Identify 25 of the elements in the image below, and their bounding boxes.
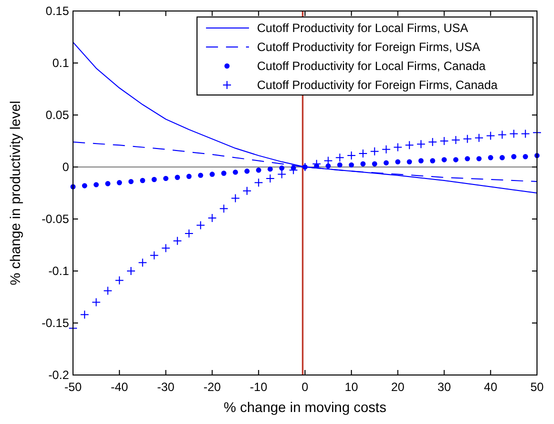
x-tick-label: -10: [250, 380, 268, 394]
y-tick-label: -0.2: [48, 368, 70, 382]
x-tick-label: -30: [157, 380, 175, 394]
y-tick-label: -0.1: [48, 264, 70, 278]
legend-label: Cutoff Productivity for Foreign Firms, Canada: [257, 78, 498, 92]
y-tick-label: 0: [62, 160, 70, 174]
x-tick-label: -20: [204, 380, 222, 394]
x-tick-label: -50: [64, 380, 82, 394]
y-axis-title: % change in productivity level: [7, 100, 23, 286]
y-tick-label: -0.15: [42, 316, 70, 330]
x-tick-label: 50: [530, 380, 544, 394]
legend-label: Cutoff Productivity for Local Firms, Canada: [257, 59, 486, 74]
x-tick-label: -40: [110, 380, 128, 394]
legend-label: Cutoff Productivity for Local Firms, USA: [257, 21, 468, 36]
y-tick-label: 0.1: [52, 56, 70, 70]
x-tick-label: 40: [484, 380, 498, 394]
x-axis-title: % change in moving costs: [224, 399, 386, 415]
x-tick-label: 20: [391, 380, 405, 394]
x-tick-label: 0: [302, 380, 309, 394]
legend-label: Cutoff Productivity for Foreign Firms, USA: [257, 40, 480, 54]
y-tick-label: 0.15: [46, 4, 70, 18]
y-tick-label: -0.05: [42, 212, 70, 226]
x-tick-label: 30: [438, 380, 452, 394]
y-tick-label: 0.05: [46, 108, 70, 122]
x-tick-label: 10: [344, 380, 358, 394]
